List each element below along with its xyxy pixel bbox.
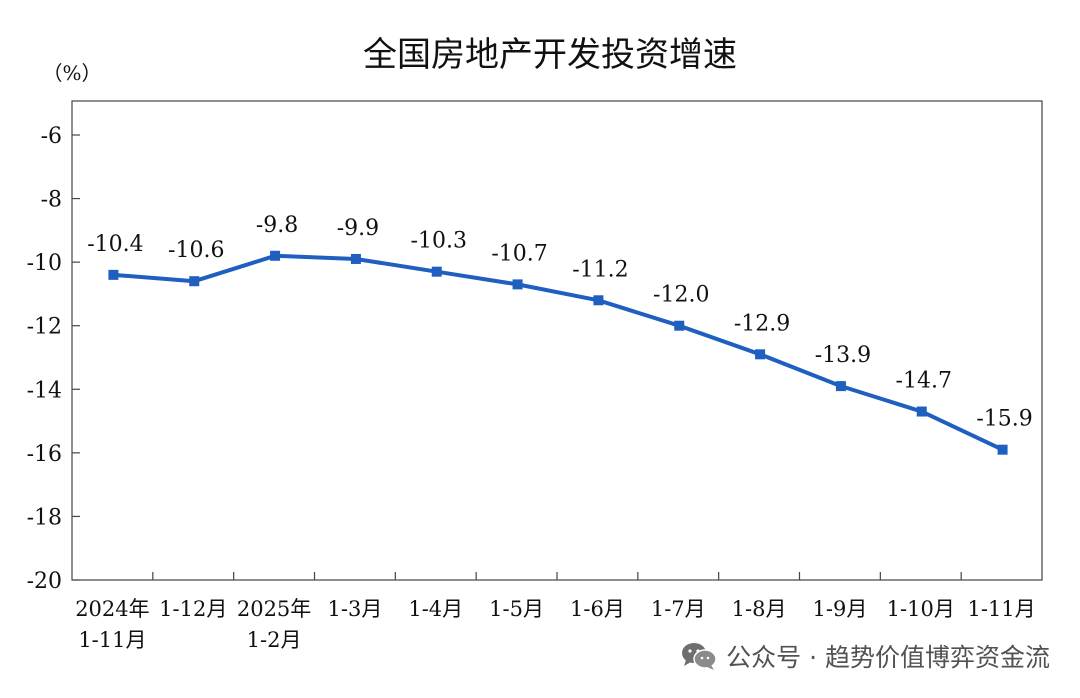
- x-tick-label: 1-12月: [159, 597, 227, 621]
- x-tick-label-line: 2025年: [237, 597, 311, 621]
- x-tick-label: 1-5月: [489, 597, 544, 621]
- data-point-marker: [512, 279, 523, 290]
- data-label: -14.7: [896, 369, 952, 394]
- x-tick-label: 2025年 1-2月: [237, 597, 311, 652]
- data-label: -13.9: [815, 343, 871, 368]
- data-labels: -10.4 -10.6 -9.8 -9.9 -10.3 -10.7 -11.2 -12.0 -1…: [87, 213, 1033, 432]
- watermark-text: 公众号 · 趋势价值博弈资金流: [726, 643, 1050, 672]
- x-tick-label-line: 2024年: [75, 597, 149, 621]
- data-label: -10.4: [87, 232, 143, 257]
- y-tick-label: -8: [41, 188, 62, 213]
- data-point-marker: [916, 406, 927, 417]
- y-tick-label: -14: [27, 378, 62, 403]
- data-point-marker: [835, 381, 846, 392]
- y-tick-label: -12: [27, 315, 62, 340]
- series-line: [111, 253, 1005, 452]
- x-tick-label: 1-4月: [408, 597, 463, 621]
- y-tick-label: -20: [27, 569, 62, 594]
- wechat-icon: [680, 640, 718, 672]
- data-label: -12.0: [653, 283, 709, 308]
- x-tick-label-line: 1-4月: [408, 597, 463, 621]
- x-tick-label-line: 1-12月: [159, 597, 227, 621]
- x-tick-label: 1-6月: [570, 597, 625, 621]
- x-tick-label-line: 1-9月: [813, 597, 868, 621]
- data-label: -12.9: [734, 311, 790, 336]
- data-label: -9.8: [256, 213, 298, 238]
- y-tick-label: -18: [27, 505, 62, 530]
- x-axis: 2024年 1-11月 1-12月 2025年 1-2月 1-3月 1-4月 1-5月 1-6月…: [75, 572, 1036, 652]
- data-point-marker: [189, 276, 200, 287]
- y-tick-label: -10: [27, 251, 62, 276]
- data-label: -10.6: [168, 238, 224, 263]
- data-label: -10.7: [491, 241, 547, 266]
- x-tick-label-line: 1-8月: [732, 597, 787, 621]
- data-label: -10.3: [411, 229, 467, 254]
- x-tick-label-line: 1-10月: [887, 597, 955, 621]
- data-point-marker: [593, 295, 604, 306]
- x-tick-label: 1-8月: [732, 597, 787, 621]
- x-tick-label: 1-9月: [813, 597, 868, 621]
- y-tick-label: -16: [27, 442, 62, 467]
- x-tick-label: 1-7月: [651, 597, 706, 621]
- data-label: -15.9: [976, 407, 1032, 432]
- x-tick-label-line: 1-11月: [78, 628, 146, 652]
- data-point-marker: [108, 269, 119, 280]
- plot-frame: [71, 100, 1043, 581]
- data-point-marker: [997, 444, 1008, 455]
- data-label: -9.9: [337, 216, 379, 241]
- x-tick-label-line: 1-2月: [247, 628, 302, 652]
- x-tick-label-line: 1-3月: [328, 597, 383, 621]
- x-tick-label-line: 1-7月: [651, 597, 706, 621]
- data-point-marker: [350, 253, 361, 264]
- x-tick-label-line: 1-5月: [489, 597, 544, 621]
- x-tick-label-line: 1-11月: [967, 597, 1035, 621]
- x-tick-label: 1-11月: [967, 597, 1035, 621]
- y-tick-label: -6: [41, 124, 62, 149]
- x-tick-label-line: 1-6月: [570, 597, 625, 621]
- x-tick-label: 2024年 1-11月: [75, 597, 149, 652]
- data-point-marker: [270, 250, 281, 261]
- chart-title: 全国房地产开发投资增速: [363, 35, 737, 75]
- series-investment-growth: [108, 250, 1008, 455]
- data-point-marker: [755, 349, 766, 360]
- data-point-marker: [431, 266, 442, 277]
- data-label: -11.2: [572, 257, 628, 282]
- x-tick-label: 1-10月: [887, 597, 955, 621]
- x-tick-label: 1-3月: [328, 597, 383, 621]
- watermark: 公众号 · 趋势价值博弈资金流: [680, 638, 1050, 674]
- y-axis-unit-label: （%）: [42, 61, 101, 85]
- data-point-marker: [674, 320, 685, 331]
- y-axis: -6 -8 -10 -12 -14 -16 -18 -20: [27, 124, 80, 594]
